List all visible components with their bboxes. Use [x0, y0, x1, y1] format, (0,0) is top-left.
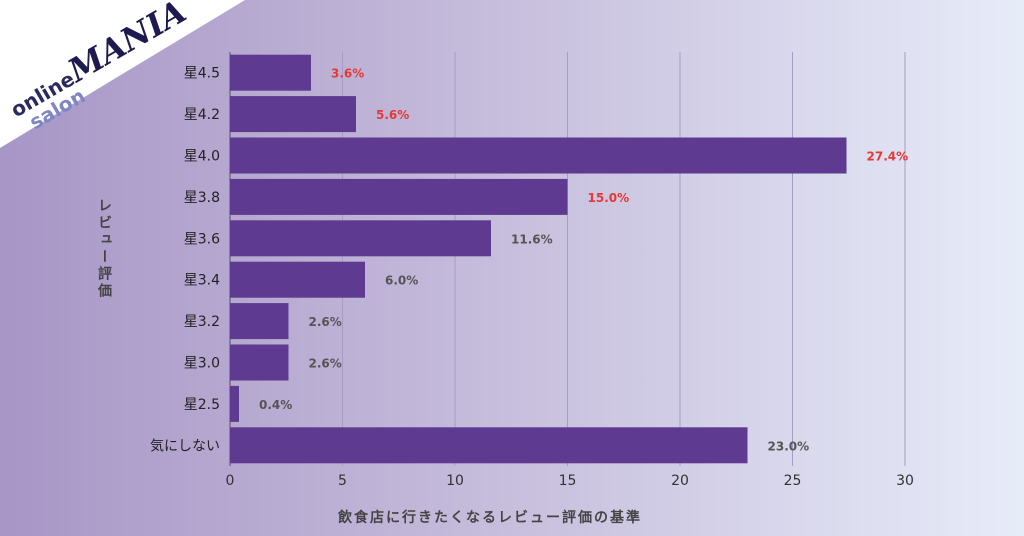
data-label: 2.6%	[309, 315, 342, 329]
x-tick-label: 30	[896, 473, 914, 489]
bar	[230, 344, 289, 381]
y-tick-label: 気にしない	[150, 438, 220, 454]
y-tick-label: 星4.0	[184, 149, 220, 165]
data-label: 5.6%	[376, 108, 409, 122]
bar	[230, 137, 847, 174]
data-label: 2.6%	[309, 357, 342, 371]
x-tick-label: 5	[338, 473, 347, 489]
bar	[230, 178, 568, 215]
logo: online salon MANIA	[0, 0, 245, 148]
y-tick-label: 星3.4	[184, 273, 220, 289]
y-tick-label: 星4.5	[184, 66, 220, 82]
y-tick-label: 星3.2	[184, 314, 220, 330]
bar	[230, 261, 365, 298]
x-tick-label: 25	[784, 473, 802, 489]
data-label: 15.0%	[588, 191, 630, 205]
bar	[230, 220, 491, 257]
data-label: 3.6%	[331, 67, 364, 81]
bar	[230, 96, 356, 133]
x-tick-label: 20	[671, 473, 689, 489]
x-tick-label: 15	[559, 473, 577, 489]
bar	[230, 427, 748, 464]
y-tick-label: 星3.6	[184, 231, 220, 247]
x-axis-title: 飲食店に行きたくなるレビュー評価の基準	[337, 509, 642, 526]
bar	[230, 385, 239, 422]
bar	[230, 303, 289, 340]
data-label: 27.4%	[867, 150, 909, 164]
y-axis-title: レビュー評価	[96, 198, 113, 300]
y-tick-label: 星3.8	[184, 190, 220, 206]
data-label: 23.0%	[768, 439, 810, 453]
data-label: 11.6%	[511, 232, 553, 246]
x-tick-label: 10	[446, 473, 464, 489]
bar	[230, 54, 311, 91]
data-label: 0.4%	[259, 398, 292, 412]
x-tick-label: 0	[226, 473, 235, 489]
y-tick-label: 星3.0	[184, 356, 220, 372]
y-tick-label: 星4.2	[184, 107, 220, 123]
y-tick-label: 星2.5	[184, 397, 220, 413]
data-label: 6.0%	[385, 274, 418, 288]
